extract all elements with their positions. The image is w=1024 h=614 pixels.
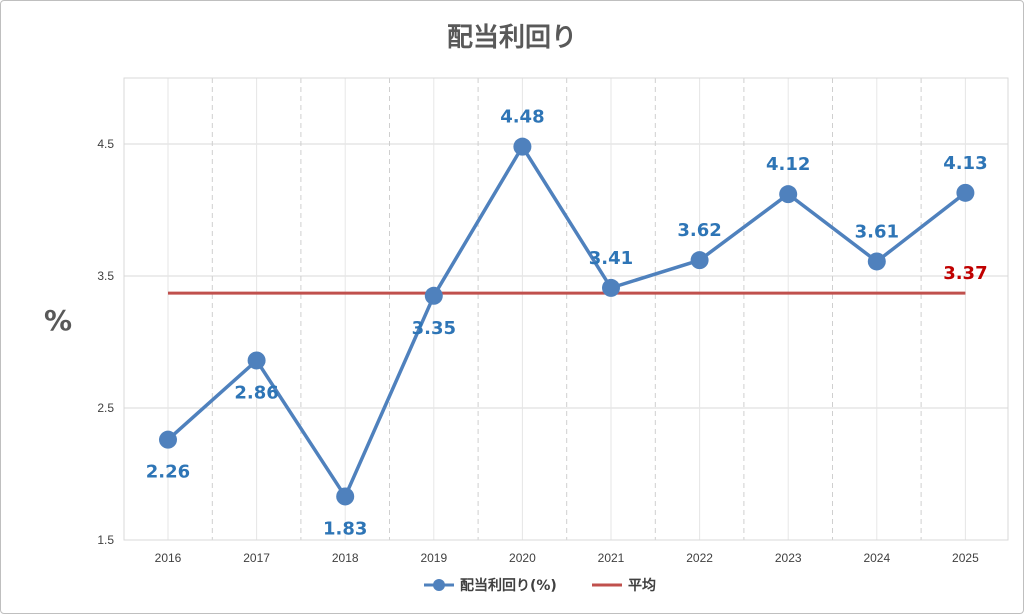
y-tick-label-3-5: 3.5 <box>97 269 114 283</box>
x-tick-label-2016: 2016 <box>155 551 182 565</box>
legend-label-average: 平均 <box>628 577 656 594</box>
data-label-2022: 3.62 <box>677 220 721 241</box>
data-label-2025: 4.13 <box>943 153 987 174</box>
x-tick-label-2020: 2020 <box>509 551 536 565</box>
x-tick-label-2022: 2022 <box>686 551 713 565</box>
axes <box>123 77 1009 541</box>
x-tick-labels: 2016 2017 2018 2019 2020 2021 2022 2023 2024 2025 <box>155 551 979 565</box>
data-label-2016: 2.26 <box>146 462 190 483</box>
data-point-2019 <box>424 286 443 305</box>
y-tick-label-1-5: 1.5 <box>97 533 114 547</box>
average-label: 3.37 <box>943 263 987 284</box>
x-tick-label-2025: 2025 <box>952 551 979 565</box>
x-tick-label-2019: 2019 <box>420 551 447 565</box>
x-tick-label-2023: 2023 <box>775 551 802 565</box>
dividend-yield-series <box>159 137 975 506</box>
data-point-2022 <box>690 251 709 270</box>
data-point-2024 <box>867 252 886 271</box>
data-label-2017: 2.86 <box>234 382 278 403</box>
data-point-2023 <box>779 185 798 204</box>
data-labels: 2.26 2.86 1.83 3.35 4.48 3.41 3.62 4.12 3.61 4.13… <box>146 107 988 540</box>
chart-title: 配当利回り <box>447 23 577 53</box>
y-tick-label-4-5: 4.5 <box>97 137 114 151</box>
legend: 配当利回り(%) 平均 <box>424 577 656 594</box>
y-tick-labels: 1.5 2.5 3.5 4.5 <box>97 137 114 547</box>
data-label-2018: 1.83 <box>323 518 367 539</box>
legend-label-dividend-yield: 配当利回り(%) <box>460 577 557 594</box>
data-point-2020 <box>513 137 532 156</box>
y-axis-label: % <box>44 304 72 337</box>
data-point-2016 <box>159 430 177 449</box>
data-label-2020: 4.48 <box>500 107 544 128</box>
data-label-2021: 3.41 <box>589 248 633 269</box>
dividend-yield-line <box>166 144 967 499</box>
y-tick-label-2-5: 2.5 <box>97 401 114 415</box>
legend-marker-dividend-yield <box>433 579 445 591</box>
x-tick-label-2017: 2017 <box>243 551 270 565</box>
data-point-2018 <box>336 487 355 506</box>
data-label-2024: 3.61 <box>855 221 899 242</box>
x-tick-label-2024: 2024 <box>863 551 890 565</box>
data-label-2023: 4.12 <box>766 154 810 175</box>
x-tick-label-2021: 2021 <box>598 551 625 565</box>
gridlines <box>124 78 1008 541</box>
data-point-2025 <box>956 183 975 202</box>
data-point-2017 <box>247 351 266 370</box>
x-tick-label-2018: 2018 <box>332 551 359 565</box>
data-label-2019: 3.35 <box>412 318 456 339</box>
plot-area-border <box>123 77 1009 541</box>
data-point-2021 <box>602 278 620 297</box>
